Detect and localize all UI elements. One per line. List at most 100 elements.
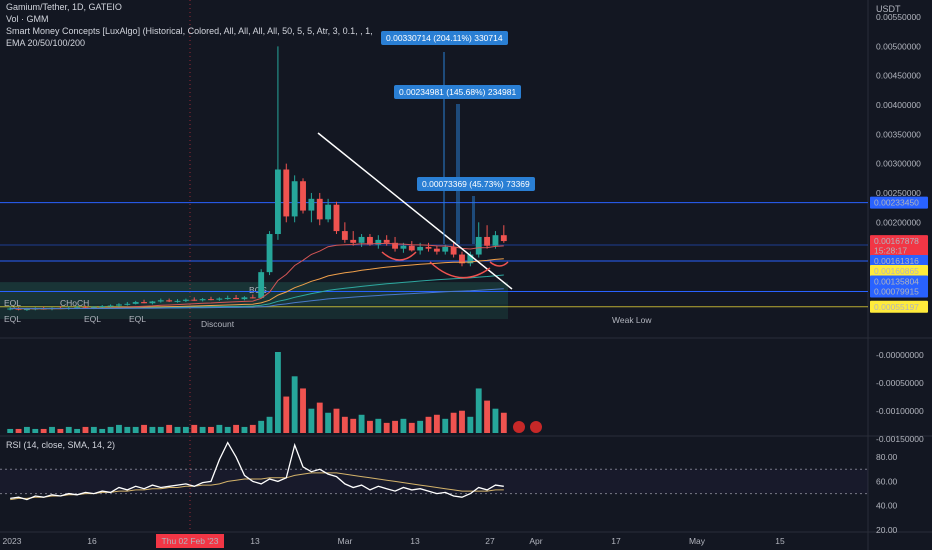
volume-bar-44 — [375, 418, 382, 433]
curve-3 — [489, 261, 509, 267]
premium-zone — [0, 282, 508, 305]
volume-bar-38 — [325, 412, 332, 433]
volume-bar-29 — [249, 424, 256, 433]
candle-body-31 — [266, 234, 273, 273]
measure-box-1: 0.00330714 (204.11%) 330714 — [381, 31, 508, 45]
volume-bar-47 — [400, 418, 407, 433]
price-tag-1[interactable]: 0.00167878 — [874, 236, 919, 246]
time-label-7: Apr — [529, 536, 542, 546]
price-tag-3[interactable]: 0.00161316 — [874, 256, 919, 266]
volume-bar-50 — [425, 416, 432, 433]
currency-label: USDT — [876, 4, 901, 14]
candle-body-34 — [291, 181, 298, 217]
candle-body-50 — [425, 246, 432, 249]
price-tick-0: 0.00550000 — [876, 12, 921, 22]
candle-body-39 — [333, 204, 340, 232]
volume-tick-3: -0.00150000 — [876, 434, 924, 444]
candle-body-44 — [375, 239, 382, 245]
volume-tick-0: -0.00000000 — [876, 350, 924, 360]
candle-body-52 — [442, 246, 449, 252]
candle-body-49 — [417, 246, 424, 251]
candle-body-29 — [249, 297, 256, 299]
volume-bar-16 — [141, 424, 147, 433]
candle-body-20 — [174, 300, 181, 302]
eql-label-3: EQL — [84, 314, 101, 324]
volume-bar-4 — [40, 428, 47, 433]
volume-bar-42 — [358, 414, 365, 433]
candle-body-53 — [450, 246, 457, 255]
curve-2 — [429, 261, 491, 279]
eql-label-2: EQL — [4, 314, 21, 324]
price-tag-bg-4 — [870, 264, 928, 277]
volume-bar-30 — [258, 420, 265, 433]
rsi-tick-3: 20.00 — [876, 525, 898, 535]
candle-body-43 — [367, 236, 373, 245]
time-label-4: Mar — [338, 536, 353, 546]
ema-line-200 — [10, 288, 504, 309]
indicator-vol[interactable]: Vol · GMM — [6, 14, 49, 24]
candle-body-33 — [283, 169, 290, 217]
eql-label-1: EQL — [4, 298, 21, 308]
candle-body-25 — [216, 298, 223, 300]
volume-bar-1 — [15, 428, 22, 433]
volume-bar-53 — [450, 412, 457, 433]
rsi-label[interactable]: RSI (14, close, SMA, 14, 2) — [6, 440, 116, 450]
candle-body-40 — [341, 231, 348, 240]
candle-body-24 — [208, 299, 214, 301]
candle-body-51 — [433, 248, 440, 252]
price-tag-7[interactable]: 0.00055197 — [874, 302, 919, 312]
volume-bar-35 — [300, 388, 306, 433]
candle-body-13 — [116, 304, 122, 306]
indicator-ema[interactable]: EMA 20/50/100/200 — [6, 38, 86, 48]
volume-bar-0 — [7, 428, 14, 433]
time-label-3: 13 — [250, 536, 260, 546]
price-tag-2[interactable]: 15:28:17 — [874, 245, 907, 255]
volume-bar-54 — [459, 410, 465, 433]
price-tag-bg-0 — [870, 196, 928, 209]
candle-body-19 — [166, 300, 173, 302]
candle-body-11 — [99, 306, 106, 308]
event-icon-1 — [513, 421, 525, 433]
volume-bar-27 — [233, 424, 240, 433]
price-tick-6: 0.00250000 — [876, 188, 921, 198]
candle-body-8 — [74, 307, 81, 309]
time-label-0: 2023 — [3, 536, 22, 546]
candle-body-23 — [199, 299, 206, 301]
symbol-title: Gamium/Tether, 1D, GATEIO — [6, 2, 122, 12]
candle-body-47 — [400, 245, 407, 249]
indicator-smc[interactable]: Smart Money Concepts [LuxAlgo] (Historic… — [6, 26, 373, 36]
volume-bar-56 — [475, 388, 482, 433]
volume-bar-20 — [174, 426, 181, 433]
trend-line — [317, 132, 513, 290]
price-tag-bg-3 — [870, 255, 928, 267]
price-tag-4[interactable]: 0.00160865 — [874, 266, 919, 276]
volume-bar-32 — [274, 352, 281, 433]
candle-body-12 — [107, 305, 114, 307]
volume-bar-19 — [166, 424, 173, 433]
candle-body-57 — [484, 236, 491, 246]
measure-box-2: 0.00234981 (145.68%) 234981 — [394, 85, 522, 99]
price-tag-bg-7 — [870, 300, 928, 313]
volume-bar-24 — [208, 426, 214, 433]
rsi-band-fill — [0, 469, 868, 494]
candle-body-16 — [141, 302, 147, 304]
volume-bar-28 — [241, 426, 248, 433]
bos-label: BOS — [249, 285, 267, 295]
price-tag-0[interactable]: 0.00233450 — [874, 198, 919, 208]
price-tag-6[interactable]: 0.00079915 — [874, 287, 919, 297]
price-tick-7: 0.00200000 — [876, 217, 921, 227]
volume-bar-2 — [23, 426, 30, 433]
candle-body-28 — [241, 297, 248, 300]
time-label-highlight: Thu 02 Feb '23 — [162, 536, 219, 546]
volume-bar-57 — [484, 400, 491, 433]
volume-bar-59 — [500, 412, 507, 433]
candle-body-36 — [308, 198, 315, 211]
price-tag-5[interactable]: 0.00135804 — [874, 277, 919, 287]
volume-bar-40 — [341, 416, 348, 433]
time-label-8: 17 — [611, 536, 621, 546]
volume-bar-11 — [99, 428, 106, 433]
candle-body-41 — [350, 239, 357, 243]
volume-bar-37 — [316, 402, 323, 433]
volume-bar-51 — [433, 414, 440, 433]
